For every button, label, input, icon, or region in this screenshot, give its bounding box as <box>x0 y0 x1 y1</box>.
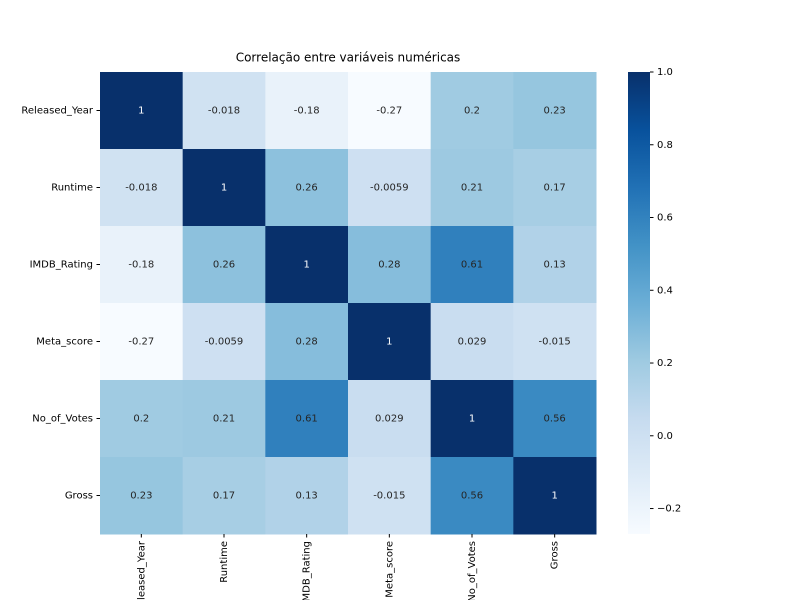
heatmap-cell <box>348 457 432 535</box>
heatmap-cell <box>265 457 349 535</box>
cell-label: 0.21 <box>461 183 483 194</box>
cell-label: -0.27 <box>376 106 402 117</box>
x-tick-label: Released_Year <box>136 540 147 600</box>
cell-label: -0.0059 <box>205 337 244 348</box>
cell-label: 0.61 <box>296 414 318 425</box>
cell-label: -0.015 <box>539 337 571 348</box>
cell-label: -0.18 <box>294 106 320 117</box>
cell-label: -0.0059 <box>370 183 409 194</box>
colorbar-tick-label: −0.2 <box>657 504 681 515</box>
cell-label: 0.23 <box>130 491 152 502</box>
heatmap-cell <box>265 303 349 381</box>
cell-label: 0.17 <box>213 491 235 502</box>
colorbar-tick-label: 1.0 <box>657 67 673 78</box>
cell-label: 0.26 <box>213 260 235 271</box>
cell-label: 0.21 <box>213 414 235 425</box>
cell-label: 1 <box>469 414 475 425</box>
heatmap-cell <box>430 226 514 304</box>
heatmap-cell <box>348 226 432 304</box>
colorbar-tick-label: 0.0 <box>657 431 673 442</box>
heatmap-cell <box>430 380 514 458</box>
heatmap-cell <box>100 226 184 304</box>
cell-label: -0.015 <box>373 491 405 502</box>
heatmap-cell <box>513 457 597 535</box>
heatmap-cell <box>348 380 432 458</box>
cell-label: 0.56 <box>461 491 483 502</box>
y-tick-label: Released_Year <box>21 106 93 117</box>
cell-label: -0.18 <box>128 260 154 271</box>
heatmap-cell <box>430 303 514 381</box>
heatmap-cell <box>513 303 597 381</box>
cell-label: 0.17 <box>544 183 566 194</box>
heatmap-cell <box>182 457 266 535</box>
colorbar-tick-label: 0.4 <box>657 285 673 296</box>
cell-label: 0.56 <box>544 414 566 425</box>
colorbar <box>628 72 650 534</box>
cell-label: 1 <box>386 337 392 348</box>
heatmap-cell <box>265 226 349 304</box>
y-tick-label: No_of_Votes <box>32 414 93 425</box>
cell-label: 0.2 <box>133 414 149 425</box>
heatmap-cell <box>100 149 184 227</box>
cell-label: 1 <box>551 491 557 502</box>
cell-label: 0.029 <box>458 337 487 348</box>
heatmap-cell <box>513 72 597 150</box>
x-tick-label: Meta_score <box>384 541 395 598</box>
cell-label: -0.018 <box>125 183 157 194</box>
y-tick-label: Runtime <box>51 183 93 194</box>
y-tick-label: Meta_score <box>36 337 93 348</box>
cell-label: 0.23 <box>544 106 566 117</box>
heatmap-cell <box>348 72 432 150</box>
heatmap-cell <box>182 226 266 304</box>
colorbar-tick-label: 0.2 <box>657 358 673 369</box>
heatmap-cell <box>100 72 184 150</box>
heatmap-cell <box>430 72 514 150</box>
cell-label: 1 <box>138 106 144 117</box>
heatmap-cell <box>182 72 266 150</box>
heatmap-cell <box>100 303 184 381</box>
heatmap-cell <box>100 380 184 458</box>
colorbar-tick-label: 0.8 <box>657 140 673 151</box>
cell-label: 0.26 <box>296 183 318 194</box>
cell-label: 1 <box>303 260 309 271</box>
cell-label: 1 <box>221 183 227 194</box>
heatmap-cell <box>513 380 597 458</box>
heatmap-cell <box>513 226 597 304</box>
heatmap-cell <box>265 380 349 458</box>
x-tick-label: Runtime <box>219 541 230 583</box>
x-tick-label: Gross <box>550 541 561 569</box>
heatmap-cell <box>265 149 349 227</box>
heatmap-cell <box>182 303 266 381</box>
chart-title: Correlação entre variáveis numéricas <box>236 51 461 65</box>
heatmap-cell <box>430 149 514 227</box>
x-tick-label: No_of_Votes <box>467 541 478 600</box>
cell-label: 0.28 <box>378 260 400 271</box>
cell-label: 0.029 <box>375 414 404 425</box>
heatmap-cell <box>100 457 184 535</box>
cell-label: 0.28 <box>296 337 318 348</box>
colorbar-tick-label: 0.6 <box>657 213 673 224</box>
heatmap-cell <box>513 149 597 227</box>
cell-label: 0.13 <box>296 491 318 502</box>
cell-label: 0.13 <box>544 260 566 271</box>
cell-label: -0.27 <box>128 337 154 348</box>
cell-label: 0.61 <box>461 260 483 271</box>
heatmap-cell <box>430 457 514 535</box>
heatmap-cell <box>182 380 266 458</box>
cell-label: -0.018 <box>208 106 240 117</box>
cell-label: 0.2 <box>464 106 480 117</box>
y-tick-label: Gross <box>65 491 93 502</box>
x-tick-label: IMDB_Rating <box>302 541 313 600</box>
heatmap-cell <box>348 303 432 381</box>
heatmap-cell <box>348 149 432 227</box>
heatmap-cell <box>182 149 266 227</box>
heatmap-cell <box>265 72 349 150</box>
y-tick-label: IMDB_Rating <box>30 260 93 271</box>
